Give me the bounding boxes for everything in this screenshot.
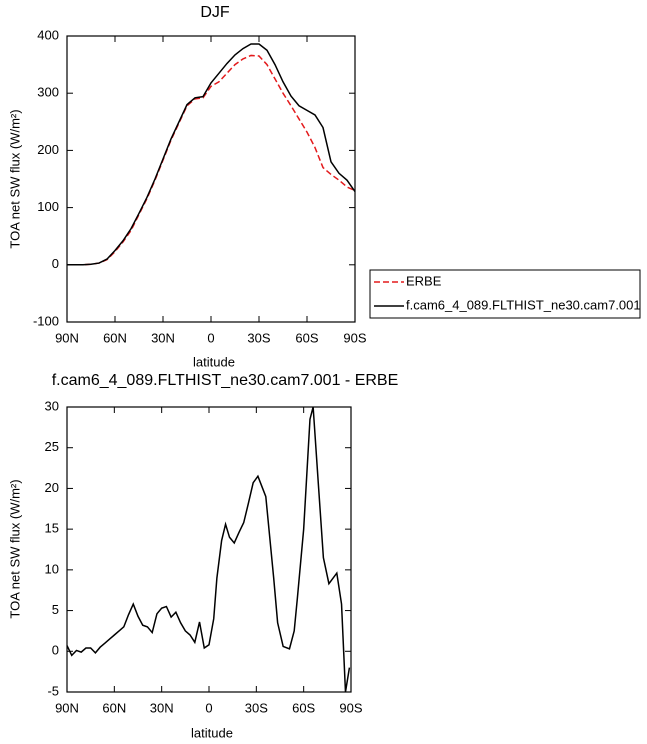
y-tick-label: 25: [45, 439, 59, 454]
y-tick-label: 0: [52, 643, 59, 658]
chart-title: f.cam6_4_089.FLTHIST_ne30.cam7.001 - ERB…: [52, 372, 399, 389]
y-tick-label: 200: [37, 142, 59, 157]
y-tick-label: 300: [37, 85, 59, 100]
x-tick-label: 0: [207, 330, 214, 345]
y-axis-label: TOA net SW flux (W/m²): [7, 109, 22, 248]
x-axis-label: latitude: [191, 725, 233, 740]
x-tick-label: 90N: [55, 700, 79, 715]
x-axis-label: latitude: [193, 354, 235, 369]
x-tick-label: 90S: [339, 700, 362, 715]
legend-box: [369, 269, 641, 319]
x-tick-label: 30S: [245, 700, 268, 715]
x-tick-label: 60S: [295, 330, 318, 345]
y-tick-label: 15: [45, 521, 59, 536]
plot-frame: [66, 35, 356, 323]
y-tick-label: 0: [52, 256, 59, 271]
x-tick-label: 0: [205, 700, 212, 715]
y-tick-label: 400: [37, 27, 59, 42]
x-tick-label: 30N: [150, 700, 174, 715]
x-tick-label: 30S: [247, 330, 270, 345]
y-tick-label: 100: [37, 199, 59, 214]
series-line: [67, 43, 356, 266]
y-tick-label: 30: [45, 398, 59, 413]
y-tick-label: -5: [47, 683, 59, 698]
x-tick-label: 30N: [151, 330, 175, 345]
series-line: [67, 54, 356, 266]
y-tick-label: -100: [33, 313, 59, 328]
legend-label: ERBE: [406, 273, 442, 288]
legend-label: f.cam6_4_089.FLTHIST_ne30.cam7.001: [406, 297, 641, 312]
x-tick-label: 60S: [292, 700, 315, 715]
chart-title: DJF: [200, 4, 230, 21]
y-axis-label: TOA net SW flux (W/m²): [7, 479, 22, 618]
x-tick-label: 90S: [343, 330, 366, 345]
x-tick-label: 60N: [103, 330, 127, 345]
y-tick-label: 5: [52, 602, 59, 617]
y-tick-label: 20: [45, 480, 59, 495]
y-tick-label: 10: [45, 561, 59, 576]
x-tick-label: 60N: [102, 700, 126, 715]
series-line: [66, 406, 351, 693]
x-tick-label: 90N: [55, 330, 79, 345]
